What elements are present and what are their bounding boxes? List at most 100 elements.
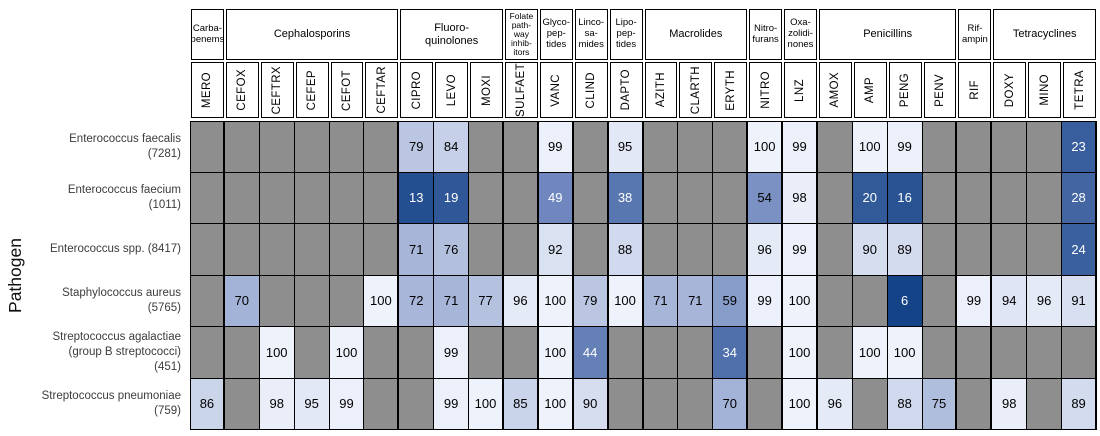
heatmap-cell-doxy-row4: 94 (992, 275, 1028, 327)
heatmap-cell-tetra-row4: 91 (1062, 275, 1097, 327)
heatmap-cell-mero-row1 (190, 121, 225, 173)
class-header-carba-penems: Carba-penems (191, 9, 224, 60)
drug-header-mino: MINO (1028, 62, 1062, 118)
heatmap-cell-lnz-row1: 99 (783, 121, 818, 173)
drug-header-label: CEFOX (236, 69, 249, 111)
drug-header-cefox: CEFOX (225, 62, 259, 118)
drug-header-label: DOXY (1003, 72, 1016, 108)
heatmap-cell-vanc-row2: 49 (538, 172, 574, 224)
heatmap-cell-vanc-row1: 99 (538, 121, 574, 173)
heatmap-cell-cefep-row5 (294, 327, 330, 379)
heatmap-cell-cefox-row5 (224, 327, 260, 379)
heatmap-cell-dapto-row2: 38 (608, 172, 644, 224)
heatmap-cell-penv-row6: 75 (922, 378, 958, 430)
heatmap-cell-ceftar-row3 (364, 224, 400, 276)
heatmap-cell-clind-row3 (573, 224, 609, 276)
drug-header-label: CIPRO (410, 70, 423, 110)
heatmap-cell-cefox-row6 (224, 378, 260, 430)
heatmap-cell-cefep-row6: 95 (294, 378, 330, 430)
heatmap-cell-tetra-row5 (1062, 327, 1097, 379)
heatmap-cell-mino-row4: 96 (1027, 275, 1063, 327)
heatmap-cell-sulfaet-row1 (503, 121, 539, 173)
heatmap-cell-mero-row6: 86 (190, 378, 225, 430)
drug-header-rif: RIF (958, 62, 992, 118)
drug-header-label: DAPTO (620, 69, 633, 111)
heatmap-cell-ceftar-row1 (364, 121, 400, 173)
drug-header-label: LEVO (445, 73, 458, 107)
drug-header-ceftar: CEFTAR (365, 62, 399, 118)
heatmap-cell-ceftrx-row1 (259, 121, 295, 173)
heatmap-cell-nitro-row2: 54 (748, 172, 784, 224)
heatmap-cell-eryth-row1 (713, 121, 749, 173)
drug-header-label: CEFTRX (271, 65, 284, 115)
drug-header-label: AMOX (829, 72, 842, 108)
heatmap-cell-sulfaet-row3 (503, 224, 539, 276)
heatmap-cell-cefot-row4 (329, 275, 365, 327)
heatmap-cell-ceftrx-row5: 100 (259, 327, 295, 379)
row-label-staphylococcus-aureus: Staphylococcus aureus (5765) (62, 287, 181, 315)
class-header-cephalosporins: Cephalosporins (225, 9, 399, 60)
heatmap-cell-vanc-row5: 100 (538, 327, 574, 379)
heatmap-cell-peng-row4: 6 (887, 275, 923, 327)
heatmap-cell-vanc-row3: 92 (538, 224, 574, 276)
drug-header-label: RIF (968, 80, 981, 100)
heatmap-cell-dapto-row4: 100 (608, 275, 644, 327)
heatmap-cell-ceftrx-row6: 98 (259, 378, 295, 430)
class-header-glyco-pep-tides: Glyco-pep-tides (539, 9, 573, 60)
heatmap-cell-cefep-row4 (294, 275, 330, 327)
heatmap-cell-amox-row5 (817, 327, 853, 379)
heatmap-cell-ceftrx-row3 (259, 224, 295, 276)
heatmap-cell-clind-row2 (573, 172, 609, 224)
heatmap-cell-dapto-row6 (608, 378, 644, 430)
drug-header-label: CEFTAR (375, 66, 388, 114)
heatmap-cell-cefot-row6: 99 (329, 378, 365, 430)
heatmap-cell-cefot-row5: 100 (329, 327, 365, 379)
heatmap-cell-mero-row5 (190, 327, 225, 379)
heatmap-cell-clarth-row5 (678, 327, 714, 379)
heatmap-cell-lnz-row6: 100 (783, 378, 818, 430)
heatmap-cell-cefep-row1 (294, 121, 330, 173)
heatmap-cell-amp-row5: 100 (852, 327, 888, 379)
heatmap-cell-amp-row6 (852, 378, 888, 430)
heatmap-cell-levo-row2: 19 (434, 172, 470, 224)
heatmap-cell-clarth-row1 (678, 121, 714, 173)
drug-header-label: CEFEP (306, 69, 319, 111)
heatmap-cell-cefep-row2 (294, 172, 330, 224)
heatmap-cell-ceftar-row2 (364, 172, 400, 224)
heatmap-cell-ceftar-row6 (364, 378, 400, 430)
heatmap-cell-moxi-row4: 77 (469, 275, 504, 327)
heatmap-cell-cipro-row4: 72 (399, 275, 435, 327)
row-labels: Enterococcus faecalis (7281) Enterococcus … (22, 121, 185, 430)
drug-header-label: PENV (934, 73, 946, 107)
heatmap-cell-azith-row1 (643, 121, 679, 173)
heatmap-cell-clind-row4: 79 (573, 275, 609, 327)
heatmap-cell-cefox-row2 (224, 172, 260, 224)
heatmap-cell-mero-row3 (190, 224, 225, 276)
heatmap-cell-cefot-row3 (329, 224, 365, 276)
drug-header-ceftrx: CEFTRX (260, 62, 294, 118)
heatmap-cell-penv-row2 (922, 172, 958, 224)
drug-header-cefot: CEFOT (330, 62, 364, 118)
heatmap-cell-eryth-row2 (713, 172, 749, 224)
class-header-linco-sa-mides: Linco-sa-mides (574, 9, 608, 60)
heatmap-cell-cipro-row2: 13 (399, 172, 435, 224)
heatmap-cell-mino-row2 (1027, 172, 1063, 224)
heatmap-cell-sulfaet-row5 (503, 327, 539, 379)
drug-header-clind: CLIND (574, 62, 608, 118)
antibiogram-heatmap-grid: Carba-penems Cephalosporins Fluoro-quinolo… (190, 8, 1097, 430)
heatmap-cell-azith-row3 (643, 224, 679, 276)
heatmap-cell-rif-row5 (957, 327, 993, 379)
heatmap-cell-mero-row2 (190, 172, 225, 224)
heatmap-cell-doxy-row1 (992, 121, 1028, 173)
heatmap-cell-eryth-row4: 59 (713, 275, 749, 327)
heatmap-cell-nitro-row6 (748, 378, 784, 430)
drug-header-label: AZITH (654, 72, 667, 108)
class-header-rif-ampin: Rif-ampin (958, 9, 992, 60)
heatmap-cell-tetra-row1: 23 (1062, 121, 1097, 173)
drug-header-levo: LEVO (435, 62, 469, 118)
row-label-streptococcus-agalactiae: Streptococcus agalactiae (group B strepto… (52, 331, 182, 374)
heatmap-cell-cipro-row3: 71 (399, 224, 435, 276)
heatmap-cell-levo-row3: 76 (434, 224, 470, 276)
drug-header-sulfaet: SULFAET (504, 62, 538, 118)
heatmap-cell-amp-row3: 90 (852, 224, 888, 276)
